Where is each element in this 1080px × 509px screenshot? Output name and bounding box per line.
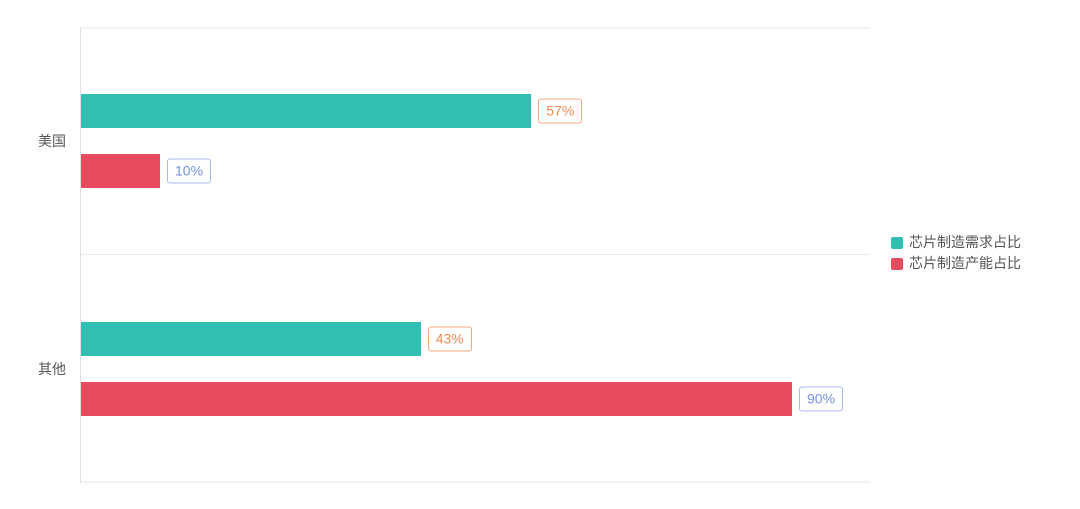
- legend-marker-icon: [891, 257, 903, 270]
- value-label: 43%: [427, 326, 472, 352]
- gridline-middle: [80, 254, 870, 255]
- y-axis-line: [80, 27, 81, 483]
- legend-item-demand[interactable]: 芯片制造需求占比: [891, 232, 1021, 253]
- category-axis-label: 其他: [38, 361, 66, 377]
- bar[interactable]: [81, 154, 160, 188]
- category-axis-label: 美国: [38, 133, 66, 149]
- value-label: 57%: [538, 98, 583, 124]
- legend: 芯片制造需求占比 芯片制造产能占比: [891, 232, 1021, 274]
- legend-item-label: 芯片制造产能占比: [909, 255, 1021, 271]
- legend-item-capacity[interactable]: 芯片制造产能占比: [891, 253, 1021, 274]
- bar[interactable]: [81, 322, 421, 356]
- bar[interactable]: [81, 94, 532, 128]
- legend-item-label: 芯片制造需求占比: [909, 234, 1021, 250]
- plot-area: 57% 10% 43% 90%: [80, 27, 870, 483]
- gridline-bottom: [80, 481, 870, 483]
- bar[interactable]: [81, 382, 792, 416]
- value-label: 90%: [799, 386, 844, 412]
- value-label: 10%: [167, 158, 212, 184]
- y-axis-labels: 美国 其他: [0, 27, 66, 483]
- gridline-top: [80, 27, 870, 29]
- legend-marker-icon: [891, 236, 903, 249]
